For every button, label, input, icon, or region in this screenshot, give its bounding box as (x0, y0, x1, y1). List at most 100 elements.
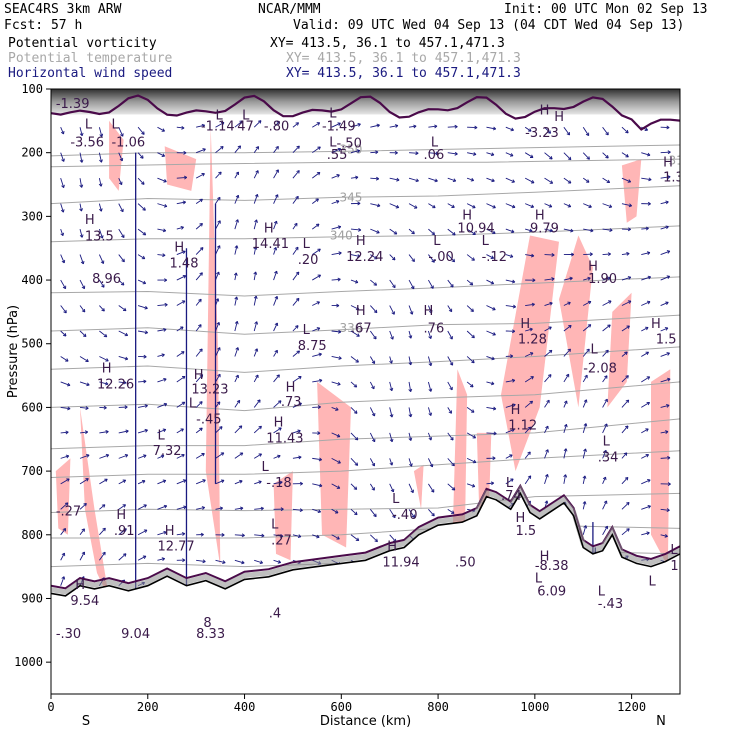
wind-vector (679, 560, 680, 561)
wind-arrowhead (258, 480, 262, 484)
wind-vector (350, 330, 360, 337)
extremum-label: .91 (114, 524, 135, 539)
wind-arrowhead (428, 310, 433, 314)
wind-arrowhead (125, 429, 129, 434)
wind-vector (99, 381, 109, 385)
extremum-label: 1.3 (663, 170, 684, 185)
wind-vector (253, 170, 259, 179)
wind-arrowhead (624, 476, 629, 481)
wind-vector (253, 146, 259, 153)
x-tick-label: 0 (47, 700, 54, 714)
wind-vector (679, 381, 680, 382)
pv-shade-region (651, 369, 671, 567)
wind-vector (157, 354, 165, 357)
wind-arrowhead (60, 130, 65, 135)
wind-arrowhead (567, 156, 572, 161)
wind-arrowhead (665, 200, 669, 205)
wind-vector (544, 374, 552, 383)
wind-vector (679, 203, 680, 204)
wind-vector (563, 177, 572, 184)
wind-vector (312, 327, 320, 332)
extremum-label: 11.43 (266, 431, 303, 446)
wind-arrowhead (62, 285, 67, 290)
wind-arrowhead (121, 258, 125, 263)
wind-arrowhead (389, 387, 394, 392)
stratosphere-pv-band (51, 89, 680, 115)
wind-vector (60, 406, 71, 410)
wind-vector (370, 279, 377, 286)
wind-arrowhead (371, 385, 375, 390)
extremum-label: .06 (424, 148, 445, 163)
wind-vector (118, 504, 126, 510)
wind-vector (99, 330, 108, 338)
wind-arrowhead (217, 347, 221, 351)
wind-vector (137, 177, 145, 185)
wind-arrowhead (123, 553, 127, 557)
wind-vector (544, 254, 555, 256)
wind-vector (195, 401, 203, 408)
wind-vector (466, 254, 475, 261)
wind-vector (331, 122, 341, 128)
wind-vector (369, 483, 375, 491)
wind-vector (195, 272, 203, 281)
wind-arrowhead (375, 150, 379, 155)
wind-vector (312, 146, 321, 154)
extremum-label: L (271, 517, 279, 532)
wind-vector (60, 305, 67, 314)
wind-vector (99, 527, 106, 536)
wind-arrowhead (79, 234, 84, 238)
wind-arrowhead (81, 308, 86, 313)
extremum-label: L (433, 234, 441, 249)
wind-arrowhead (392, 514, 396, 519)
wind-arrowhead (181, 300, 186, 304)
wind-vector (428, 509, 435, 517)
wind-arrowhead (410, 489, 414, 494)
wind-arrowhead (337, 277, 341, 282)
wind-arrowhead (61, 576, 66, 580)
wind-vector (195, 348, 203, 357)
wind-arrowhead (99, 159, 103, 163)
wind-arrowhead (241, 533, 245, 538)
wind-vector (331, 148, 341, 154)
wind-arrowhead (143, 379, 147, 384)
wind-arrowhead (512, 403, 516, 408)
wind-arrowhead (490, 255, 495, 259)
wind-arrowhead (471, 334, 475, 339)
wind-arrowhead (605, 131, 609, 136)
wind-arrowhead (548, 326, 552, 330)
wind-vector (273, 146, 279, 153)
wind-vector (505, 478, 514, 485)
wind-vector (641, 177, 652, 181)
wind-arrowhead (216, 271, 220, 276)
wind-arrowhead (355, 359, 359, 363)
wind-vector (408, 279, 415, 290)
wind-vector (350, 279, 359, 283)
wind-vector (176, 226, 184, 230)
wind-arrowhead (317, 509, 322, 514)
pv-shade-region (205, 127, 221, 567)
wind-vector (641, 376, 650, 383)
wind-arrowhead (430, 489, 435, 493)
wind-arrowhead (277, 454, 281, 459)
wind-vector (234, 347, 239, 357)
wind-vector (466, 305, 474, 312)
wind-arrowhead (586, 156, 590, 160)
wind-arrowhead (83, 502, 87, 507)
wind-vector (447, 483, 456, 491)
surface-shading (51, 484, 680, 595)
wind-arrowhead (62, 527, 67, 532)
wind-arrowhead (253, 295, 258, 299)
theta-contour-line (51, 185, 680, 205)
wind-vector (389, 458, 393, 466)
wind-arrowhead (471, 359, 475, 364)
x-tick-label: 1200 (617, 700, 646, 714)
wind-arrowhead (665, 225, 669, 230)
wind-arrowhead (569, 276, 573, 281)
wind-vector (408, 177, 419, 182)
wind-arrowhead (375, 176, 380, 181)
wind-vector (215, 559, 226, 564)
wind-arrowhead (394, 150, 398, 155)
wind-arrowhead (389, 360, 393, 364)
extremum-label: -3.23 (525, 126, 559, 141)
extremum-label: 8.96 (92, 272, 121, 287)
